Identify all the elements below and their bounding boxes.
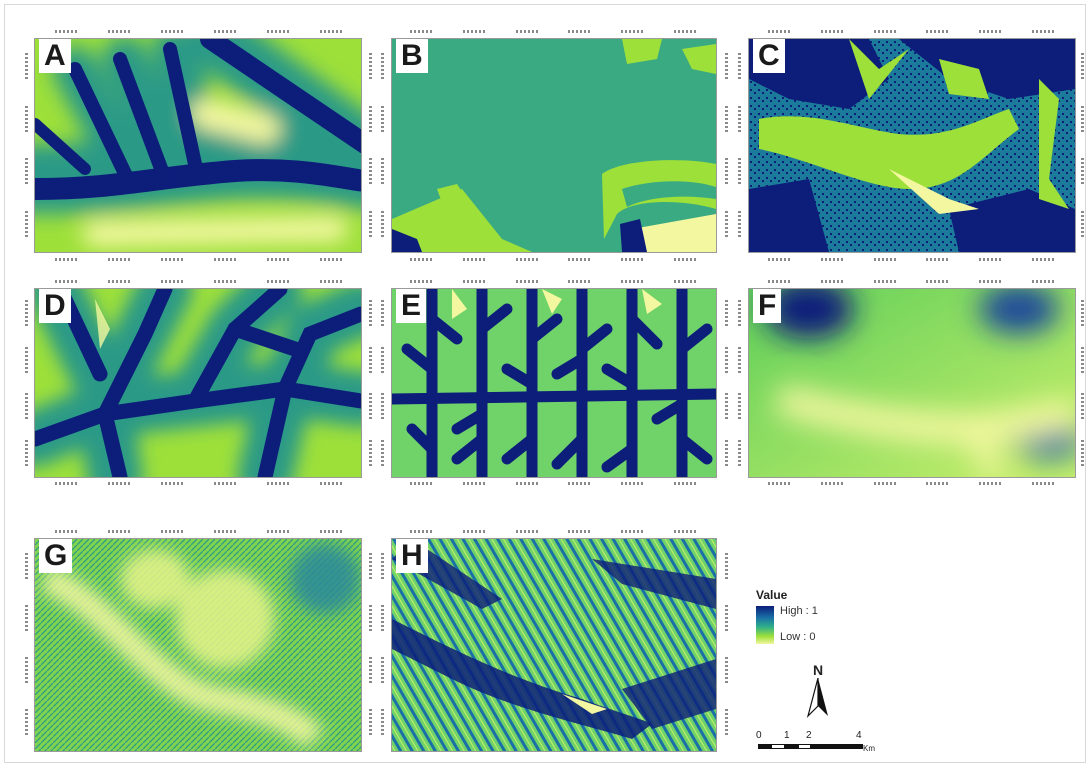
coordinate-ticks <box>40 28 358 36</box>
coordinate-ticks <box>396 256 712 264</box>
coordinate-ticks <box>754 278 1070 286</box>
coordinate-ticks <box>378 40 386 250</box>
map-panel-g: G <box>34 538 362 752</box>
raster-a <box>35 39 361 252</box>
raster-e <box>392 289 716 477</box>
coordinate-ticks <box>22 40 30 250</box>
coordinate-ticks <box>1078 290 1086 476</box>
panel-label-e: E <box>396 289 427 323</box>
coordinate-ticks <box>735 40 743 250</box>
raster-c <box>749 39 1075 252</box>
scale-segment <box>785 744 798 749</box>
map-panel-h: H <box>391 538 717 752</box>
scale-tick-2: 2 <box>806 730 812 741</box>
figure-frame <box>4 4 1086 763</box>
legend-high-label: High : 1 <box>780 605 818 617</box>
map-panel-a: A <box>34 38 362 253</box>
north-arrow: N <box>798 662 838 720</box>
scale-tick-4: 4 <box>856 730 862 741</box>
raster-f <box>749 289 1075 477</box>
coordinate-ticks <box>754 480 1070 488</box>
coordinate-ticks <box>396 480 712 488</box>
map-panel-c: C <box>748 38 1076 253</box>
scale-segment <box>771 744 785 749</box>
coordinate-ticks <box>22 540 30 748</box>
scale-tick-0: 0 <box>756 730 762 741</box>
scale-tick-1: 1 <box>784 730 790 741</box>
panel-label-d: D <box>39 289 71 323</box>
raster-b <box>392 39 716 252</box>
coordinate-ticks <box>366 290 374 476</box>
scale-bar: 0 1 2 4 Km <box>756 730 896 760</box>
scale-segment <box>798 744 811 749</box>
raster-g <box>35 539 361 751</box>
scale-segment <box>758 744 771 749</box>
coordinate-ticks <box>40 256 358 264</box>
coordinate-ticks <box>722 540 730 748</box>
north-arrow-icon <box>806 678 828 718</box>
coordinate-ticks <box>22 290 30 476</box>
coordinate-ticks <box>722 40 730 250</box>
panel-label-c: C <box>753 39 785 73</box>
panel-label-h: H <box>396 539 428 573</box>
coordinate-ticks <box>378 290 386 476</box>
panel-label-g: G <box>39 539 73 573</box>
panel-label-a: A <box>39 39 71 73</box>
raster-h <box>392 539 716 751</box>
north-label: N <box>812 662 824 678</box>
map-panel-d: D <box>34 288 362 478</box>
coordinate-ticks <box>735 290 743 476</box>
coordinate-ticks <box>40 278 358 286</box>
coordinate-ticks <box>1078 40 1086 250</box>
coordinate-ticks <box>40 528 358 536</box>
map-panel-b: B <box>391 38 717 253</box>
legend-color-ramp <box>756 606 774 644</box>
coordinate-ticks <box>40 480 358 488</box>
coordinate-ticks <box>754 256 1070 264</box>
scale-unit: Km <box>863 744 875 753</box>
map-panel-e: E <box>391 288 717 478</box>
coordinate-ticks <box>396 278 712 286</box>
legend: Value High : 1 Low : 0 <box>754 588 864 658</box>
panel-label-f: F <box>753 289 782 323</box>
legend-title: Value <box>756 588 788 602</box>
coordinate-ticks <box>366 540 374 748</box>
coordinate-ticks <box>366 40 374 250</box>
coordinate-ticks <box>396 528 712 536</box>
raster-d <box>35 289 361 477</box>
coordinate-ticks <box>378 540 386 748</box>
scale-segment <box>811 744 863 749</box>
legend-low-label: Low : 0 <box>780 631 816 643</box>
coordinate-ticks <box>396 28 712 36</box>
coordinate-ticks <box>754 28 1070 36</box>
panel-label-b: B <box>396 39 428 73</box>
coordinate-ticks <box>722 290 730 476</box>
map-panel-f: F <box>748 288 1076 478</box>
